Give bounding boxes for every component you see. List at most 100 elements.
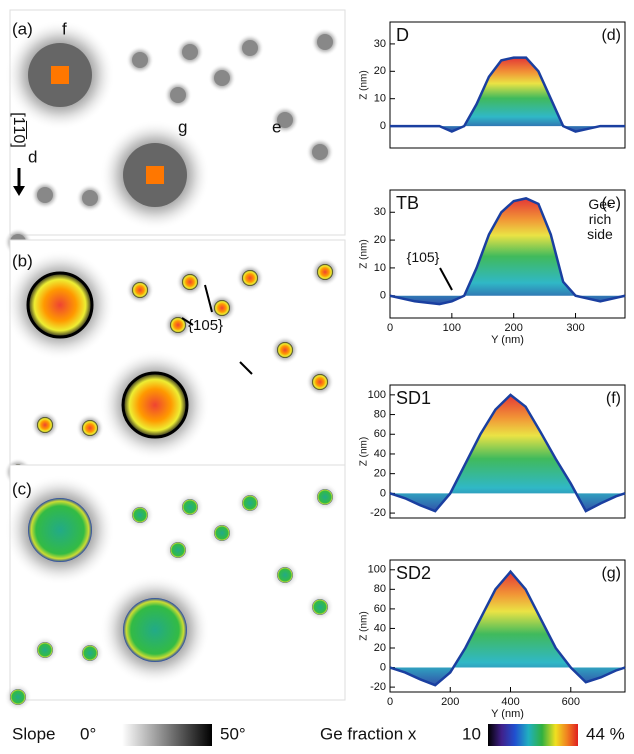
dot [312,144,328,160]
dot [242,270,258,286]
y-tick-label: 20 [374,234,386,246]
dot [242,40,258,56]
y-tick-label: 100 [368,389,386,401]
y-tick-label: 0 [380,120,386,132]
y-tick-label: 40 [374,622,386,634]
y-tick-label: 0 [380,661,386,673]
dot [317,264,333,280]
island-top [146,166,164,184]
chart-title: SD1 [396,388,431,408]
y-tick-label: 60 [374,428,386,440]
x-tick-label: 400 [501,696,519,708]
y-tick-label: 40 [374,448,386,460]
dot [312,374,328,390]
island [123,373,187,437]
dot [82,420,98,436]
dot [317,489,333,505]
dot [170,87,186,103]
x-tick-label: 0 [387,696,393,708]
colorbar-max: 44 % [586,724,625,743]
y-tick-label: 30 [374,38,386,50]
x-axis-label: Y (nm) [491,334,524,346]
y-tick-label: 80 [374,408,386,420]
figure: (a) f g d e [1̅1̅0] (b) {105} (c) Slope … [0,0,634,749]
y-tick-label: 80 [374,583,386,595]
facet-label: {105} [188,317,223,334]
dot [214,70,230,86]
y-tick-label: 60 [374,603,386,615]
colorbar-label: Ge fraction x [320,724,417,743]
dot [170,542,186,558]
annotation: {105} [398,250,448,265]
dot [277,567,293,583]
dot [82,190,98,206]
y-axis-label: Z (nm) [359,437,370,466]
panel-label: (a) [12,19,33,38]
y-axis-label: Z (nm) [359,611,370,640]
y-tick-label: -20 [370,681,386,693]
dot-label: f [62,19,67,38]
y-tick-label: 20 [374,468,386,480]
y-tick-label: 0 [380,290,386,302]
dot [277,342,293,358]
island-top [51,66,69,84]
colorbar-label: Slope [12,724,55,743]
dot [317,34,333,50]
colorbar-max: 50° [220,724,246,743]
panel-label: (c) [12,479,32,498]
dot [37,642,53,658]
image-panels [4,10,345,711]
dot-label: g [178,117,187,136]
x-tick-label: 200 [505,322,523,334]
y-tick-label: 20 [374,642,386,654]
y-tick-label: 0 [380,487,386,499]
y-axis-label: Z (nm) [359,239,370,268]
dot [10,689,26,705]
dot [82,645,98,661]
island [28,498,92,562]
island [123,598,187,662]
island [28,273,92,337]
dot-label: e [272,117,281,136]
x-tick-label: 600 [562,696,580,708]
figure-svg: (a) f g d e [1̅1̅0] (b) {105} (c) Slope … [0,0,634,749]
dot [37,417,53,433]
y-tick-label: -20 [370,507,386,519]
slope-colorbar [122,724,212,746]
x-tick-label: 0 [387,322,393,334]
direction-label: [1̅1̅0] [10,112,28,148]
dot [37,187,53,203]
dot [214,525,230,541]
x-tick-label: 300 [566,322,584,334]
y-tick-label: 10 [374,93,386,105]
annotation: Ge-rich side [580,197,620,242]
colorbars: Slope 0° 50° Ge fraction x 10 44 % [12,724,625,746]
y-tick-label: 100 [368,564,386,576]
y-axis-label: Z (nm) [359,70,370,99]
colorbar-min: 0° [80,724,96,743]
y-tick-label: 20 [374,65,386,77]
chart-title: D [396,25,409,45]
dot [242,495,258,511]
dot [132,52,148,68]
colorbar-min: 10 [462,724,481,743]
panel-label: (f) [606,390,621,407]
chart-title: SD2 [396,563,431,583]
ge-colorbar [488,724,578,746]
dot-label: d [28,147,37,166]
dot [312,599,328,615]
chart-title: TB [396,193,419,213]
panel-label: (g) [601,565,621,582]
x-tick-label: 200 [441,696,459,708]
dot [182,274,198,290]
dot [182,499,198,515]
y-tick-label: 30 [374,206,386,218]
y-tick-label: 10 [374,262,386,274]
dot [182,44,198,60]
dot [132,507,148,523]
x-tick-label: 100 [443,322,461,334]
panel-label: (d) [601,27,621,44]
dot [214,300,230,316]
dot [132,282,148,298]
panel-label: (b) [12,251,33,270]
